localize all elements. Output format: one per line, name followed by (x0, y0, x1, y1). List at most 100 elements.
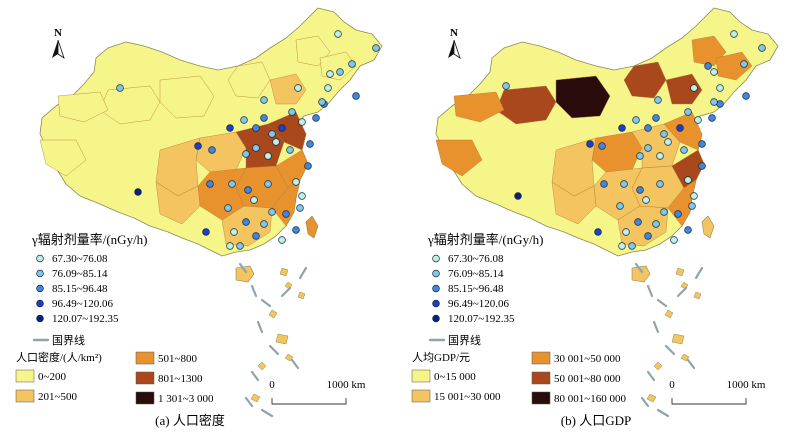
region (227, 61, 271, 99)
sample-point (618, 242, 626, 250)
island (671, 333, 685, 345)
sample-point (644, 144, 652, 152)
sample-point (264, 152, 272, 160)
fill-legend-title: 人口密度/(人/km²) (16, 350, 102, 364)
border-dash (290, 358, 300, 370)
border-dash (238, 262, 248, 274)
border-dash (656, 408, 670, 418)
border-dash (652, 320, 660, 334)
sample-point (348, 60, 356, 68)
dose-rate-points (502, 30, 766, 250)
legend-point-label: 120.07~192.35 (448, 313, 515, 325)
sample-point (656, 180, 664, 188)
legend-point-label: 96.49~120.06 (448, 298, 509, 310)
scale-end-label: 1000 km (327, 379, 366, 391)
taiwan-island (305, 215, 319, 239)
panel-caption: (b) 人口GDP (561, 413, 631, 428)
sample-point (252, 144, 260, 152)
island (268, 309, 278, 319)
legend-fill-swatch (135, 391, 155, 405)
sample-point (298, 192, 306, 200)
north-arrow-left (448, 40, 454, 58)
border-dash (686, 358, 696, 370)
border-dash (268, 344, 280, 356)
border-dash (260, 298, 272, 308)
legend-point-swatch (432, 254, 440, 263)
legend-fill-swatch (15, 369, 35, 383)
sample-point (502, 82, 510, 90)
sample-point (286, 146, 294, 154)
sample-point (294, 84, 302, 92)
sample-point (282, 210, 290, 218)
sample-point (730, 30, 738, 38)
island (664, 309, 674, 319)
legend-point-swatch (36, 314, 44, 323)
north-label: N (54, 27, 62, 39)
sample-point (224, 204, 232, 212)
north-label: N (450, 27, 458, 39)
fill-legend: 人均GDP/元 0~15 000 15 001~30 000 30 001~50 00… (411, 351, 626, 405)
legend-border-label: 国界线 (52, 333, 85, 347)
sample-point (514, 192, 522, 200)
sample-point (206, 180, 214, 188)
legend-fill-label: 30 001~50 000 (554, 353, 621, 365)
sample-point (644, 232, 652, 240)
legend-fill-label: 0~15 000 (434, 371, 476, 383)
sample-point (622, 228, 630, 236)
island (297, 291, 306, 300)
sample-point (664, 138, 672, 146)
island (653, 361, 663, 371)
sample-point (244, 186, 252, 194)
island (675, 267, 685, 277)
dose-rate-points (116, 30, 380, 250)
sample-point (684, 226, 692, 234)
sample-point (684, 176, 692, 184)
scale-end-label: 1000 km (727, 379, 766, 391)
legend-fill-label: 15 001~30 000 (434, 391, 501, 403)
sample-point (670, 236, 678, 244)
sample-point (656, 152, 664, 160)
sample-point (304, 162, 312, 170)
national-border-dashes (634, 262, 704, 418)
island (279, 267, 289, 277)
choropleth-regions (435, 35, 753, 247)
sample-point (326, 70, 334, 78)
legend-point-label: 96.49~120.06 (52, 298, 113, 310)
scale-bar-line (271, 398, 347, 405)
border-dash (298, 266, 308, 280)
legend-point-swatch (36, 269, 44, 278)
legend-border-label: 国界线 (448, 333, 481, 347)
sample-point (642, 196, 650, 204)
sample-point (758, 44, 766, 52)
sample-point (252, 124, 260, 132)
legend-point-swatch (432, 269, 440, 278)
sample-point (318, 98, 326, 106)
sample-point (240, 116, 248, 124)
north-arrow: N (448, 27, 461, 59)
region (671, 149, 705, 189)
border-dash (250, 370, 260, 382)
legend-point-label: 67.30~76.08 (448, 253, 504, 265)
sample-point (292, 226, 300, 234)
sample-point (336, 68, 344, 76)
sample-point (710, 68, 718, 76)
island (257, 361, 267, 371)
sample-point (616, 202, 624, 210)
sample-point (278, 236, 286, 244)
region (551, 181, 597, 225)
sample-point (742, 92, 750, 100)
border-dash (646, 370, 656, 382)
region (665, 73, 703, 105)
legend-fill-swatch (15, 389, 35, 403)
region (453, 91, 505, 123)
scale-zero-label: 0 (269, 379, 275, 391)
sample-point (586, 140, 594, 148)
sample-point (306, 140, 314, 148)
south-sea-islands (646, 267, 702, 403)
sample-point (680, 146, 688, 154)
sample-point (690, 192, 698, 200)
sample-point (272, 138, 280, 146)
scale-bar: 0 1000 km (669, 379, 766, 405)
